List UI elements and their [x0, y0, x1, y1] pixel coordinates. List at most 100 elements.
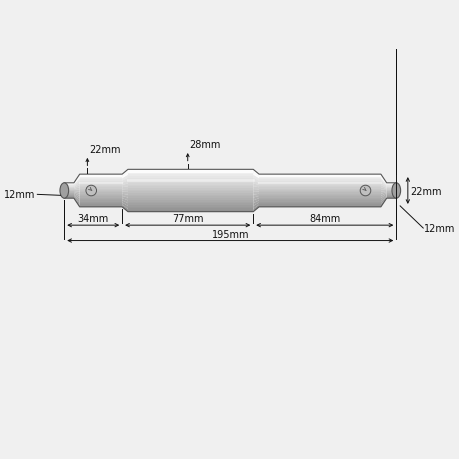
Bar — [79, 201, 122, 202]
Text: 22mm: 22mm — [89, 145, 121, 155]
Bar — [386, 198, 396, 199]
Bar — [64, 192, 74, 193]
Polygon shape — [253, 170, 258, 177]
Bar — [258, 206, 380, 207]
Bar — [79, 180, 122, 181]
Bar — [386, 186, 396, 187]
Bar — [79, 197, 122, 198]
Bar — [64, 191, 74, 192]
Polygon shape — [74, 195, 79, 201]
Polygon shape — [380, 179, 386, 186]
Bar — [79, 188, 122, 189]
Bar — [386, 196, 396, 197]
Bar — [258, 193, 380, 194]
Bar — [64, 195, 74, 196]
Bar — [79, 189, 122, 190]
Bar — [79, 186, 122, 188]
Bar — [258, 175, 380, 176]
Polygon shape — [74, 193, 79, 196]
Bar — [258, 200, 380, 201]
Bar — [79, 177, 122, 179]
Text: 22mm: 22mm — [410, 186, 441, 196]
Bar — [128, 192, 253, 194]
Bar — [128, 209, 253, 211]
Polygon shape — [253, 199, 258, 204]
Bar — [79, 185, 122, 186]
Bar — [64, 187, 74, 188]
Bar — [79, 198, 122, 200]
Bar — [64, 197, 74, 198]
Ellipse shape — [60, 184, 68, 199]
Bar — [79, 176, 122, 177]
Bar — [128, 187, 253, 189]
Bar — [386, 192, 396, 193]
Polygon shape — [74, 197, 79, 205]
Bar — [64, 196, 74, 197]
Bar — [79, 200, 122, 201]
Bar — [258, 181, 380, 183]
Bar — [64, 184, 74, 185]
Bar — [64, 193, 74, 194]
Bar — [128, 202, 253, 204]
Bar — [386, 193, 396, 194]
Polygon shape — [122, 190, 128, 192]
Polygon shape — [253, 201, 258, 207]
Bar — [258, 185, 380, 186]
Polygon shape — [122, 170, 128, 177]
Polygon shape — [253, 196, 258, 201]
Bar — [64, 188, 74, 189]
Bar — [386, 190, 396, 191]
Bar — [79, 192, 122, 193]
Bar — [128, 179, 253, 180]
Bar — [258, 194, 380, 196]
Polygon shape — [253, 176, 258, 181]
Bar — [79, 194, 122, 196]
Polygon shape — [74, 191, 79, 194]
Text: 12mm: 12mm — [423, 224, 454, 234]
Polygon shape — [253, 181, 258, 185]
Bar — [128, 199, 253, 201]
Bar — [258, 188, 380, 189]
Bar — [128, 185, 253, 187]
Bar — [79, 181, 122, 183]
Bar — [128, 180, 253, 182]
Bar — [79, 206, 122, 207]
Polygon shape — [253, 192, 258, 196]
Polygon shape — [122, 194, 128, 198]
Bar — [258, 184, 380, 185]
Polygon shape — [253, 194, 258, 198]
Polygon shape — [253, 205, 258, 212]
Polygon shape — [74, 188, 79, 190]
Bar — [64, 189, 74, 190]
Polygon shape — [253, 187, 258, 190]
Bar — [79, 203, 122, 205]
Bar — [79, 202, 122, 203]
Circle shape — [359, 186, 370, 196]
Polygon shape — [380, 190, 386, 192]
Bar — [386, 194, 396, 195]
Polygon shape — [380, 184, 386, 189]
Bar — [258, 176, 380, 177]
Bar — [79, 205, 122, 206]
Polygon shape — [74, 184, 79, 189]
Bar — [64, 185, 74, 186]
Bar — [258, 205, 380, 206]
Bar — [386, 189, 396, 190]
Bar — [64, 194, 74, 195]
Polygon shape — [122, 173, 128, 179]
Bar — [258, 190, 380, 192]
Polygon shape — [122, 176, 128, 181]
Polygon shape — [380, 175, 386, 185]
Bar — [258, 202, 380, 203]
Bar — [386, 195, 396, 196]
Ellipse shape — [391, 184, 400, 199]
Bar — [79, 184, 122, 185]
Bar — [128, 207, 253, 209]
Bar — [128, 174, 253, 175]
Text: 28mm: 28mm — [189, 140, 220, 150]
Polygon shape — [122, 192, 128, 196]
Polygon shape — [122, 199, 128, 204]
Polygon shape — [380, 198, 386, 207]
Polygon shape — [74, 181, 79, 188]
Bar — [258, 198, 380, 200]
